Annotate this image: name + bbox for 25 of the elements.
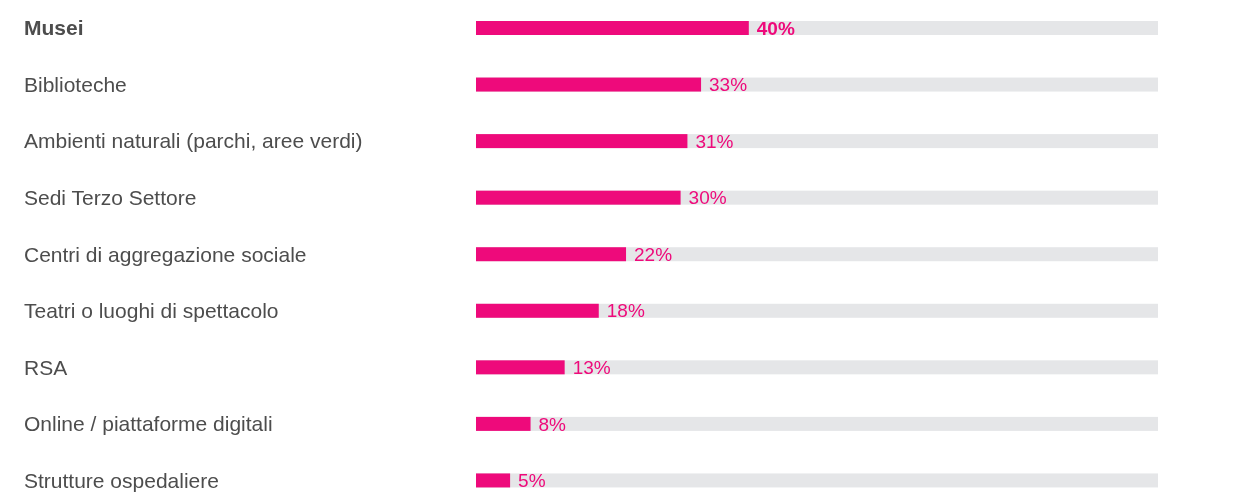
- y-tick-label: RSA: [24, 355, 68, 379]
- y-tick-label: Musei: [24, 16, 84, 40]
- bar: [476, 77, 702, 92]
- data-label: 40%: [756, 17, 795, 39]
- bar: [476, 303, 599, 318]
- y-tick-label: Teatri o luoghi di spettacolo: [24, 299, 279, 323]
- bar: [476, 190, 681, 205]
- y-tick-label: Ambienti naturali (parchi, aree verdi): [24, 129, 363, 153]
- y-tick-label: Biblioteche: [24, 72, 127, 96]
- bar: [476, 416, 531, 431]
- data-label: 22%: [634, 243, 673, 265]
- y-tick-label: Sedi Terzo Settore: [24, 186, 197, 210]
- data-label: 33%: [709, 74, 748, 96]
- bar: [476, 247, 627, 262]
- y-tick-label: Online / piattaforme digitali: [24, 412, 273, 436]
- data-label: 18%: [606, 300, 645, 322]
- data-label: 30%: [688, 187, 727, 209]
- y-tick-label: Strutture ospedaliere: [24, 468, 219, 492]
- bar: [476, 360, 565, 375]
- y-tick-label: Centri di aggregazione sociale: [24, 242, 307, 266]
- bar: [476, 473, 511, 488]
- data-label: 31%: [695, 130, 734, 152]
- data-label: 5%: [518, 470, 546, 492]
- data-label: 8%: [538, 413, 567, 435]
- data-label: 13%: [572, 356, 611, 378]
